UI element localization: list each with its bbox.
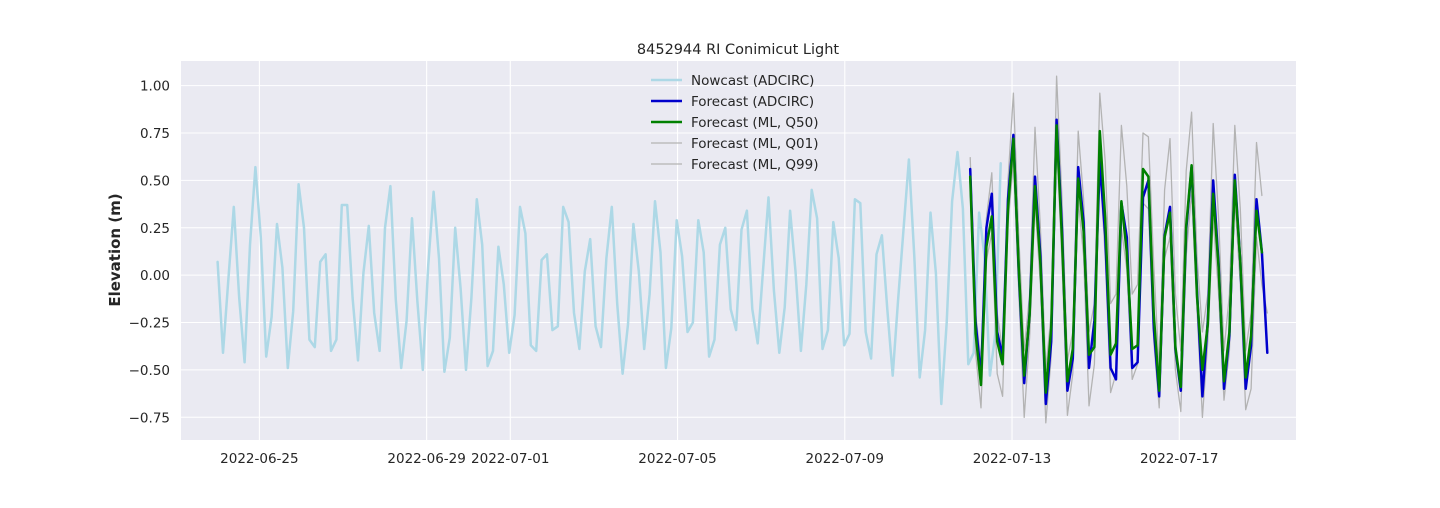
x-tick-label: 2022-07-13	[973, 451, 1051, 467]
x-tick-label: 2022-07-17	[1140, 451, 1218, 467]
legend-label: Forecast (ML, Q50)	[691, 115, 819, 131]
x-tick-label: 2022-07-01	[471, 451, 549, 467]
x-tick-label: 2022-06-25	[220, 451, 298, 467]
x-tick-label: 2022-07-09	[806, 451, 884, 467]
x-axis-ticks: 2022-06-25 2022-06-29 2022-07-01 2022-07-05…	[220, 451, 1218, 467]
y-tick-label: 0.75	[140, 126, 170, 142]
y-tick-label: −0.75	[129, 410, 170, 426]
y-tick-label: 0.50	[140, 173, 170, 189]
legend-label: Nowcast (ADCIRC)	[691, 73, 814, 89]
plot-series	[216, 75, 1269, 424]
y-tick-label: −0.25	[129, 316, 170, 332]
y-tick-label: −0.50	[129, 363, 170, 379]
y-tick-label: 0.00	[140, 268, 170, 284]
y-tick-label: 1.00	[140, 79, 170, 95]
x-tick-label: 2022-07-05	[638, 451, 716, 467]
chart-title: 8452944 RI Conimicut Light	[637, 42, 839, 58]
legend: Nowcast (ADCIRC) Forecast (ADCIRC) Forecas…	[651, 73, 819, 173]
series-line-forecast-ml-q99	[969, 75, 1263, 371]
y-tick-label: 0.25	[140, 221, 170, 237]
x-tick-label: 2022-06-29	[387, 451, 465, 467]
legend-label: Forecast (ML, Q01)	[691, 136, 819, 152]
legend-label: Forecast (ML, Q99)	[691, 157, 819, 173]
series-line-forecast-ml-q50	[968, 124, 1264, 394]
y-axis-ticks: −0.75 −0.50 −0.25 0.00 0.25 0.50 0.75 1.00	[129, 79, 170, 427]
legend-label: Forecast (ADCIRC)	[691, 94, 814, 110]
series-line-nowcast-adcirc	[216, 150, 1002, 406]
y-axis-label: Elevation (m)	[106, 193, 124, 306]
